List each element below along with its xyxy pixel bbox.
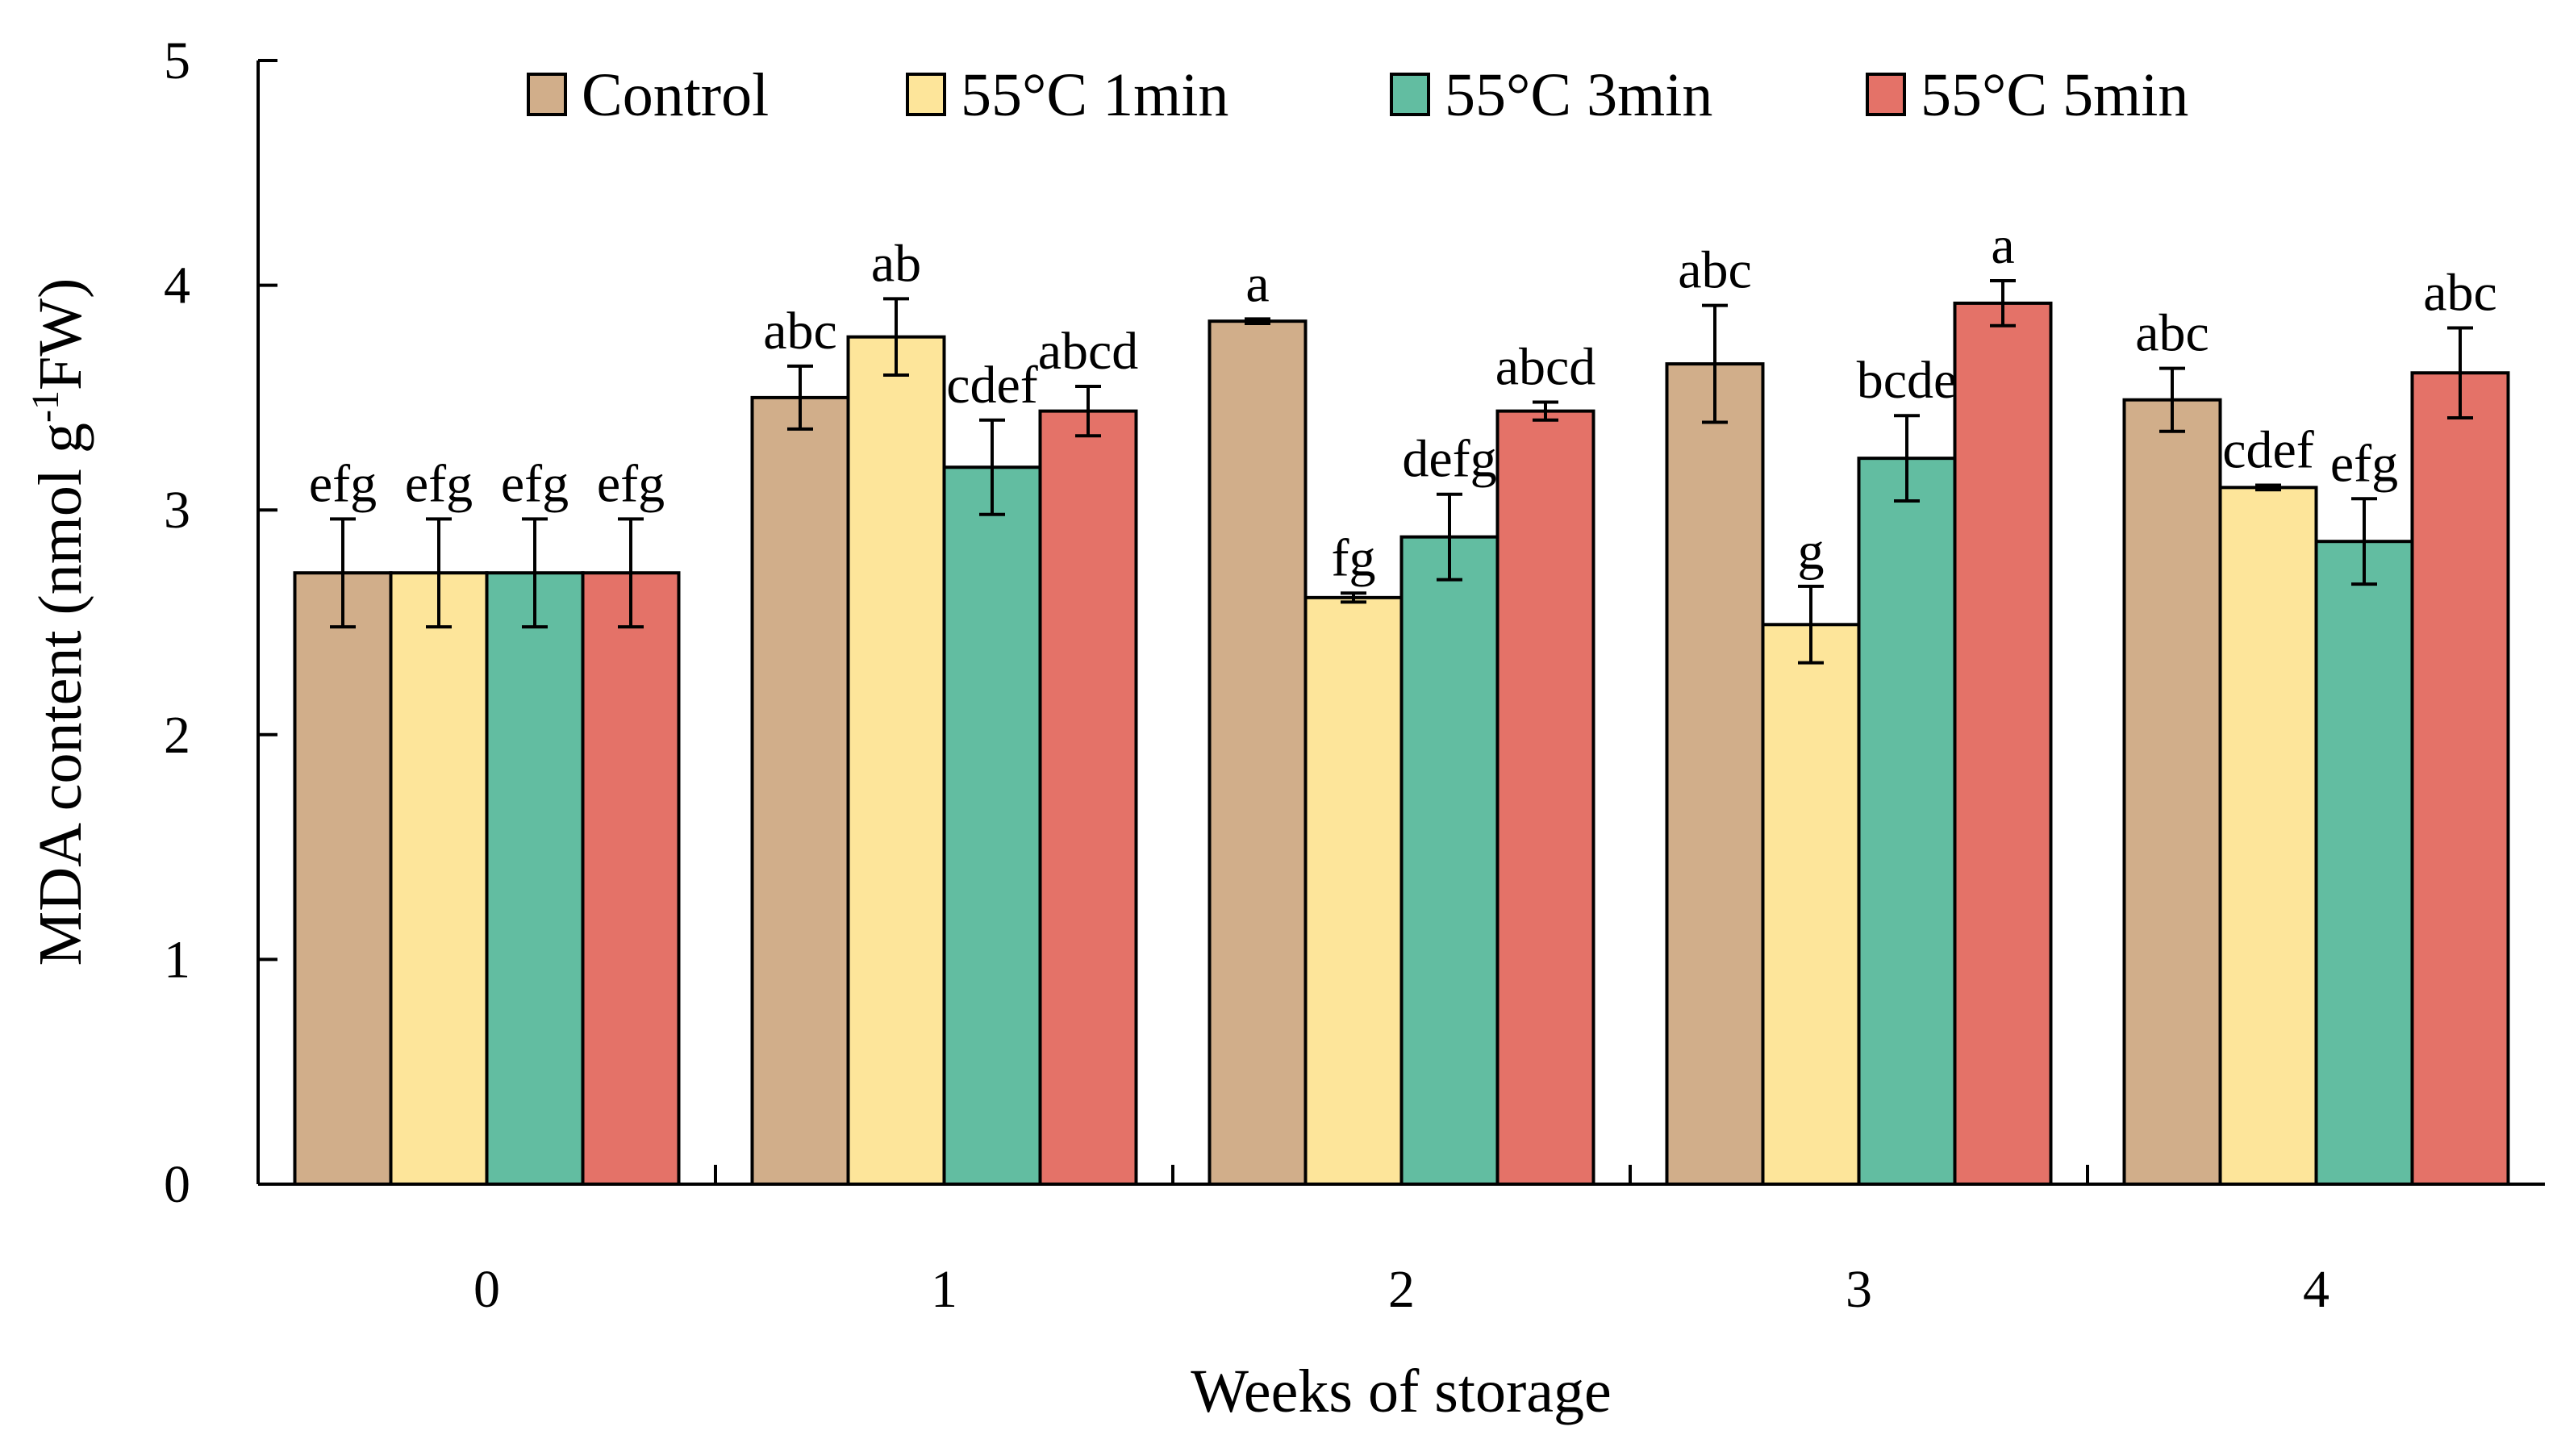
error-bar-series1-cat0	[426, 517, 452, 629]
significance-label: fg	[1332, 528, 1376, 587]
y-axis-title-superscript: -1	[24, 390, 67, 423]
x-axis-title: Weeks of storage	[1191, 1358, 1611, 1425]
error-bar-series0-cat2	[1245, 317, 1270, 325]
bar-series2-cat4	[2314, 540, 2414, 1186]
error-bar-series0-cat1	[787, 364, 813, 431]
significance-label: abcd	[1495, 337, 1596, 396]
error-bar-series1-cat4	[2255, 483, 2281, 492]
bar-series0-cat1	[750, 395, 850, 1186]
significance-label: abc	[2423, 264, 2497, 323]
significance-label: efg	[309, 454, 377, 513]
legend-swatch	[1866, 73, 1906, 116]
significance-label: a	[1991, 216, 2014, 275]
significance-label: abcd	[1038, 322, 1139, 381]
error-bar-series0-cat0	[330, 517, 356, 629]
error-bar-series2-cat3	[1894, 414, 1920, 503]
bar-series3-cat3	[1953, 301, 2053, 1187]
error-bar-series2-cat2	[1437, 492, 1462, 582]
error-bar-series1-cat2	[1341, 591, 1366, 604]
bar-series0-cat2	[1208, 319, 1308, 1186]
bar-series3-cat0	[581, 571, 681, 1186]
x-axis-ticks: 0 1 2 3 4	[473, 1165, 2330, 1319]
bars-layer	[293, 301, 2510, 1187]
error-bar-series1-cat3	[1798, 584, 1824, 665]
significance-label: defg	[1402, 430, 1496, 489]
significance-label: g	[1798, 522, 1825, 581]
bar-series3-cat4	[2410, 371, 2510, 1186]
bar-series0-cat0	[293, 571, 393, 1186]
bar-series2-cat3	[1857, 457, 1957, 1186]
y-axis-title-suffix: FW)	[27, 278, 94, 390]
bar-series3-cat2	[1495, 409, 1595, 1186]
bar-series1-cat2	[1303, 595, 1404, 1186]
bar-series0-cat4	[2122, 398, 2222, 1187]
y-tick-label: 0	[164, 1155, 190, 1214]
error-bar-series2-cat4	[2351, 497, 2377, 586]
y-tick-label: 2	[164, 706, 190, 765]
legend: Control 55°C 1min 55°C 3min 55°C 5min	[527, 61, 2188, 129]
error-bar-series0-cat4	[2159, 366, 2185, 433]
legend-swatch	[1390, 73, 1430, 116]
legend-item: 55°C 3min	[1390, 61, 1712, 129]
error-bar-series0-cat3	[1702, 303, 1728, 424]
legend-label: 55°C 3min	[1445, 61, 1712, 129]
significance-label: a	[1245, 254, 1269, 313]
significance-label: efg	[597, 454, 665, 513]
error-bar-series3-cat0	[618, 517, 644, 629]
x-tick-label: 2	[1388, 1260, 1415, 1319]
legend-swatch	[906, 73, 946, 116]
x-tick-label: 1	[931, 1260, 957, 1319]
significance-label: abc	[1678, 241, 1752, 300]
significance-label: cdef	[2222, 421, 2314, 480]
legend-item: 55°C 5min	[1866, 61, 2188, 129]
legend-label: Control	[582, 61, 769, 129]
error-bar-series3-cat1	[1075, 384, 1101, 438]
significance-label: abc	[763, 302, 837, 361]
significance-label: abc	[2135, 304, 2209, 363]
legend-item: Control	[527, 61, 769, 129]
bar-series1-cat3	[1761, 623, 1861, 1186]
significance-label: bcde	[1857, 351, 1958, 410]
x-tick-label: 3	[1846, 1260, 1872, 1319]
significance-label: ab	[871, 234, 921, 293]
significance-label: efg	[405, 454, 473, 513]
error-bar-series3-cat2	[1533, 400, 1558, 422]
y-axis-title: MDA content (nmol g-1FW)	[24, 278, 94, 966]
error-bar-series2-cat1	[979, 418, 1005, 516]
legend-label: 55°C 5min	[1921, 61, 2188, 129]
bar-series2-cat1	[942, 465, 1042, 1186]
x-tick-label: 0	[473, 1260, 500, 1319]
significance-label: cdef	[946, 356, 1038, 415]
error-bars-layer	[330, 279, 2473, 665]
bar-series2-cat0	[485, 571, 585, 1186]
significance-label: efg	[501, 454, 569, 513]
y-tick-label: 5	[164, 31, 190, 90]
error-bar-series1-cat1	[883, 297, 909, 378]
bar-series1-cat4	[2218, 486, 2318, 1186]
error-bar-series3-cat4	[2447, 326, 2473, 419]
legend-item: 55°C 1min	[906, 61, 1228, 129]
bar-series1-cat0	[389, 571, 489, 1186]
x-tick-label: 4	[2303, 1260, 2330, 1319]
bar-series2-cat2	[1399, 535, 1499, 1186]
y-tick-label: 4	[164, 257, 190, 315]
y-axis-ticks: 0 1 2 3 4 5	[164, 31, 277, 1214]
bar-series0-cat3	[1665, 362, 1765, 1186]
y-tick-label: 3	[164, 481, 190, 540]
error-bar-series2-cat0	[522, 517, 548, 629]
y-tick-label: 1	[164, 930, 190, 989]
legend-label: 55°C 1min	[961, 61, 1228, 129]
bar-series3-cat1	[1038, 409, 1138, 1186]
y-axis-title-prefix: MDA content (nmol g	[27, 423, 94, 966]
legend-swatch	[527, 73, 567, 116]
bar-series1-cat1	[846, 335, 946, 1187]
significance-label: efg	[2330, 434, 2398, 493]
error-bar-series3-cat3	[1990, 279, 2016, 327]
